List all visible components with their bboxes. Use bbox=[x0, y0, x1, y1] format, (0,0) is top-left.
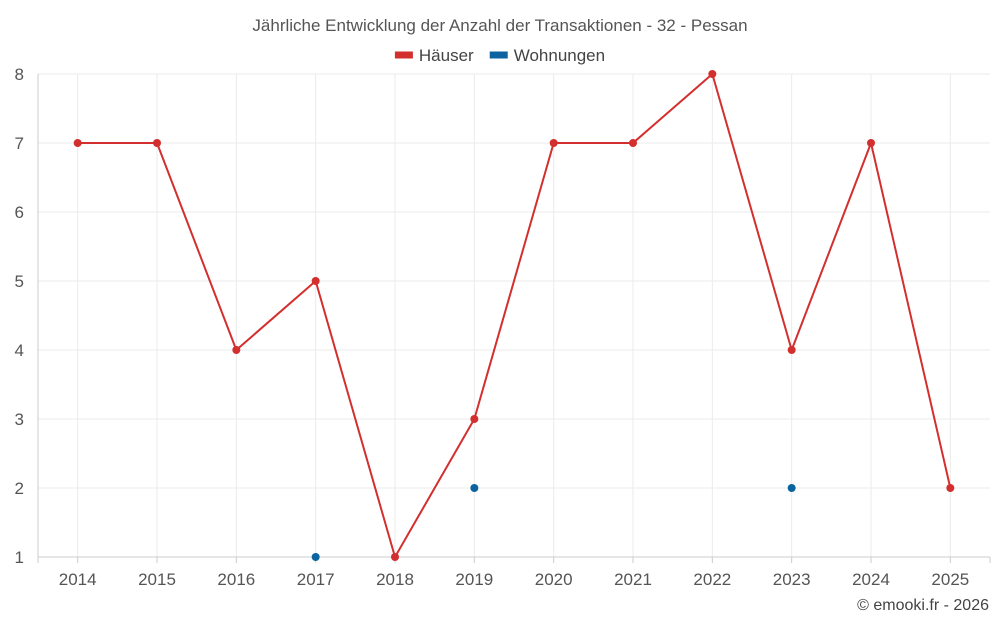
legend-label-h-user: Häuser bbox=[419, 46, 474, 65]
data-point-h-user bbox=[708, 70, 717, 78]
data-point-h-user bbox=[232, 346, 241, 354]
x-tick-label: 2015 bbox=[138, 570, 176, 589]
y-tick-label: 5 bbox=[15, 272, 24, 291]
data-point-h-user bbox=[311, 277, 320, 285]
data-point-h-user bbox=[391, 553, 399, 561]
data-point-wohnungen bbox=[311, 553, 320, 561]
legend-item-wohnungen: Wohnungen bbox=[489, 46, 605, 65]
data-point-h-user bbox=[946, 484, 955, 492]
series-layer bbox=[73, 70, 955, 561]
chart-title: Jährliche Entwicklung der Anzahl der Tra… bbox=[252, 16, 747, 35]
x-tick-label: 2017 bbox=[297, 570, 335, 589]
x-tick-label: 2014 bbox=[59, 570, 97, 589]
data-point-wohnungen bbox=[787, 484, 796, 492]
series-line-h-user bbox=[77, 73, 952, 558]
legend-label-wohnungen: Wohnungen bbox=[514, 46, 605, 65]
data-point-h-user bbox=[629, 139, 637, 147]
data-point-h-user bbox=[787, 346, 796, 354]
x-tick-label: 2022 bbox=[693, 570, 731, 589]
y-tick-label: 1 bbox=[15, 548, 24, 567]
legend-marker-h-user bbox=[394, 51, 413, 59]
series-h-user bbox=[73, 70, 955, 561]
data-point-wohnungen bbox=[470, 484, 479, 492]
chart-legend: Häuser Wohnungen bbox=[394, 46, 605, 65]
y-tick-label: 7 bbox=[15, 134, 24, 153]
x-tick-label: 2025 bbox=[931, 570, 969, 589]
data-point-h-user bbox=[470, 415, 479, 423]
data-point-h-user bbox=[73, 139, 82, 147]
legend-marker-wohnungen bbox=[489, 51, 508, 59]
series-wohnungen bbox=[311, 484, 796, 561]
y-tick-label: 4 bbox=[15, 341, 24, 360]
x-tick-label: 2021 bbox=[614, 570, 652, 589]
x-tick-label: 2019 bbox=[455, 570, 493, 589]
y-tick-label: 2 bbox=[15, 479, 24, 498]
data-point-h-user bbox=[867, 139, 875, 147]
y-tick-label: 6 bbox=[15, 203, 24, 222]
credit-text: © emooki.fr - 2026 bbox=[857, 597, 989, 614]
grid bbox=[38, 73, 990, 557]
legend-item-h-user: Häuser bbox=[394, 46, 474, 65]
data-point-h-user bbox=[549, 139, 558, 147]
x-tick-label: 2023 bbox=[773, 570, 811, 589]
x-tick-label: 2020 bbox=[535, 570, 573, 589]
data-point-h-user bbox=[153, 139, 161, 147]
x-tick-label: 2018 bbox=[376, 570, 414, 589]
y-tick-label: 3 bbox=[15, 410, 24, 429]
y-tick-label: 8 bbox=[15, 65, 24, 84]
x-tick-label: 2024 bbox=[852, 570, 890, 589]
axes: 1 2 3 4 5 6 7 8 2014 2015 2016 2017 2018 2019 2020 2021… bbox=[15, 65, 991, 589]
x-tick-label: 2016 bbox=[217, 570, 255, 589]
